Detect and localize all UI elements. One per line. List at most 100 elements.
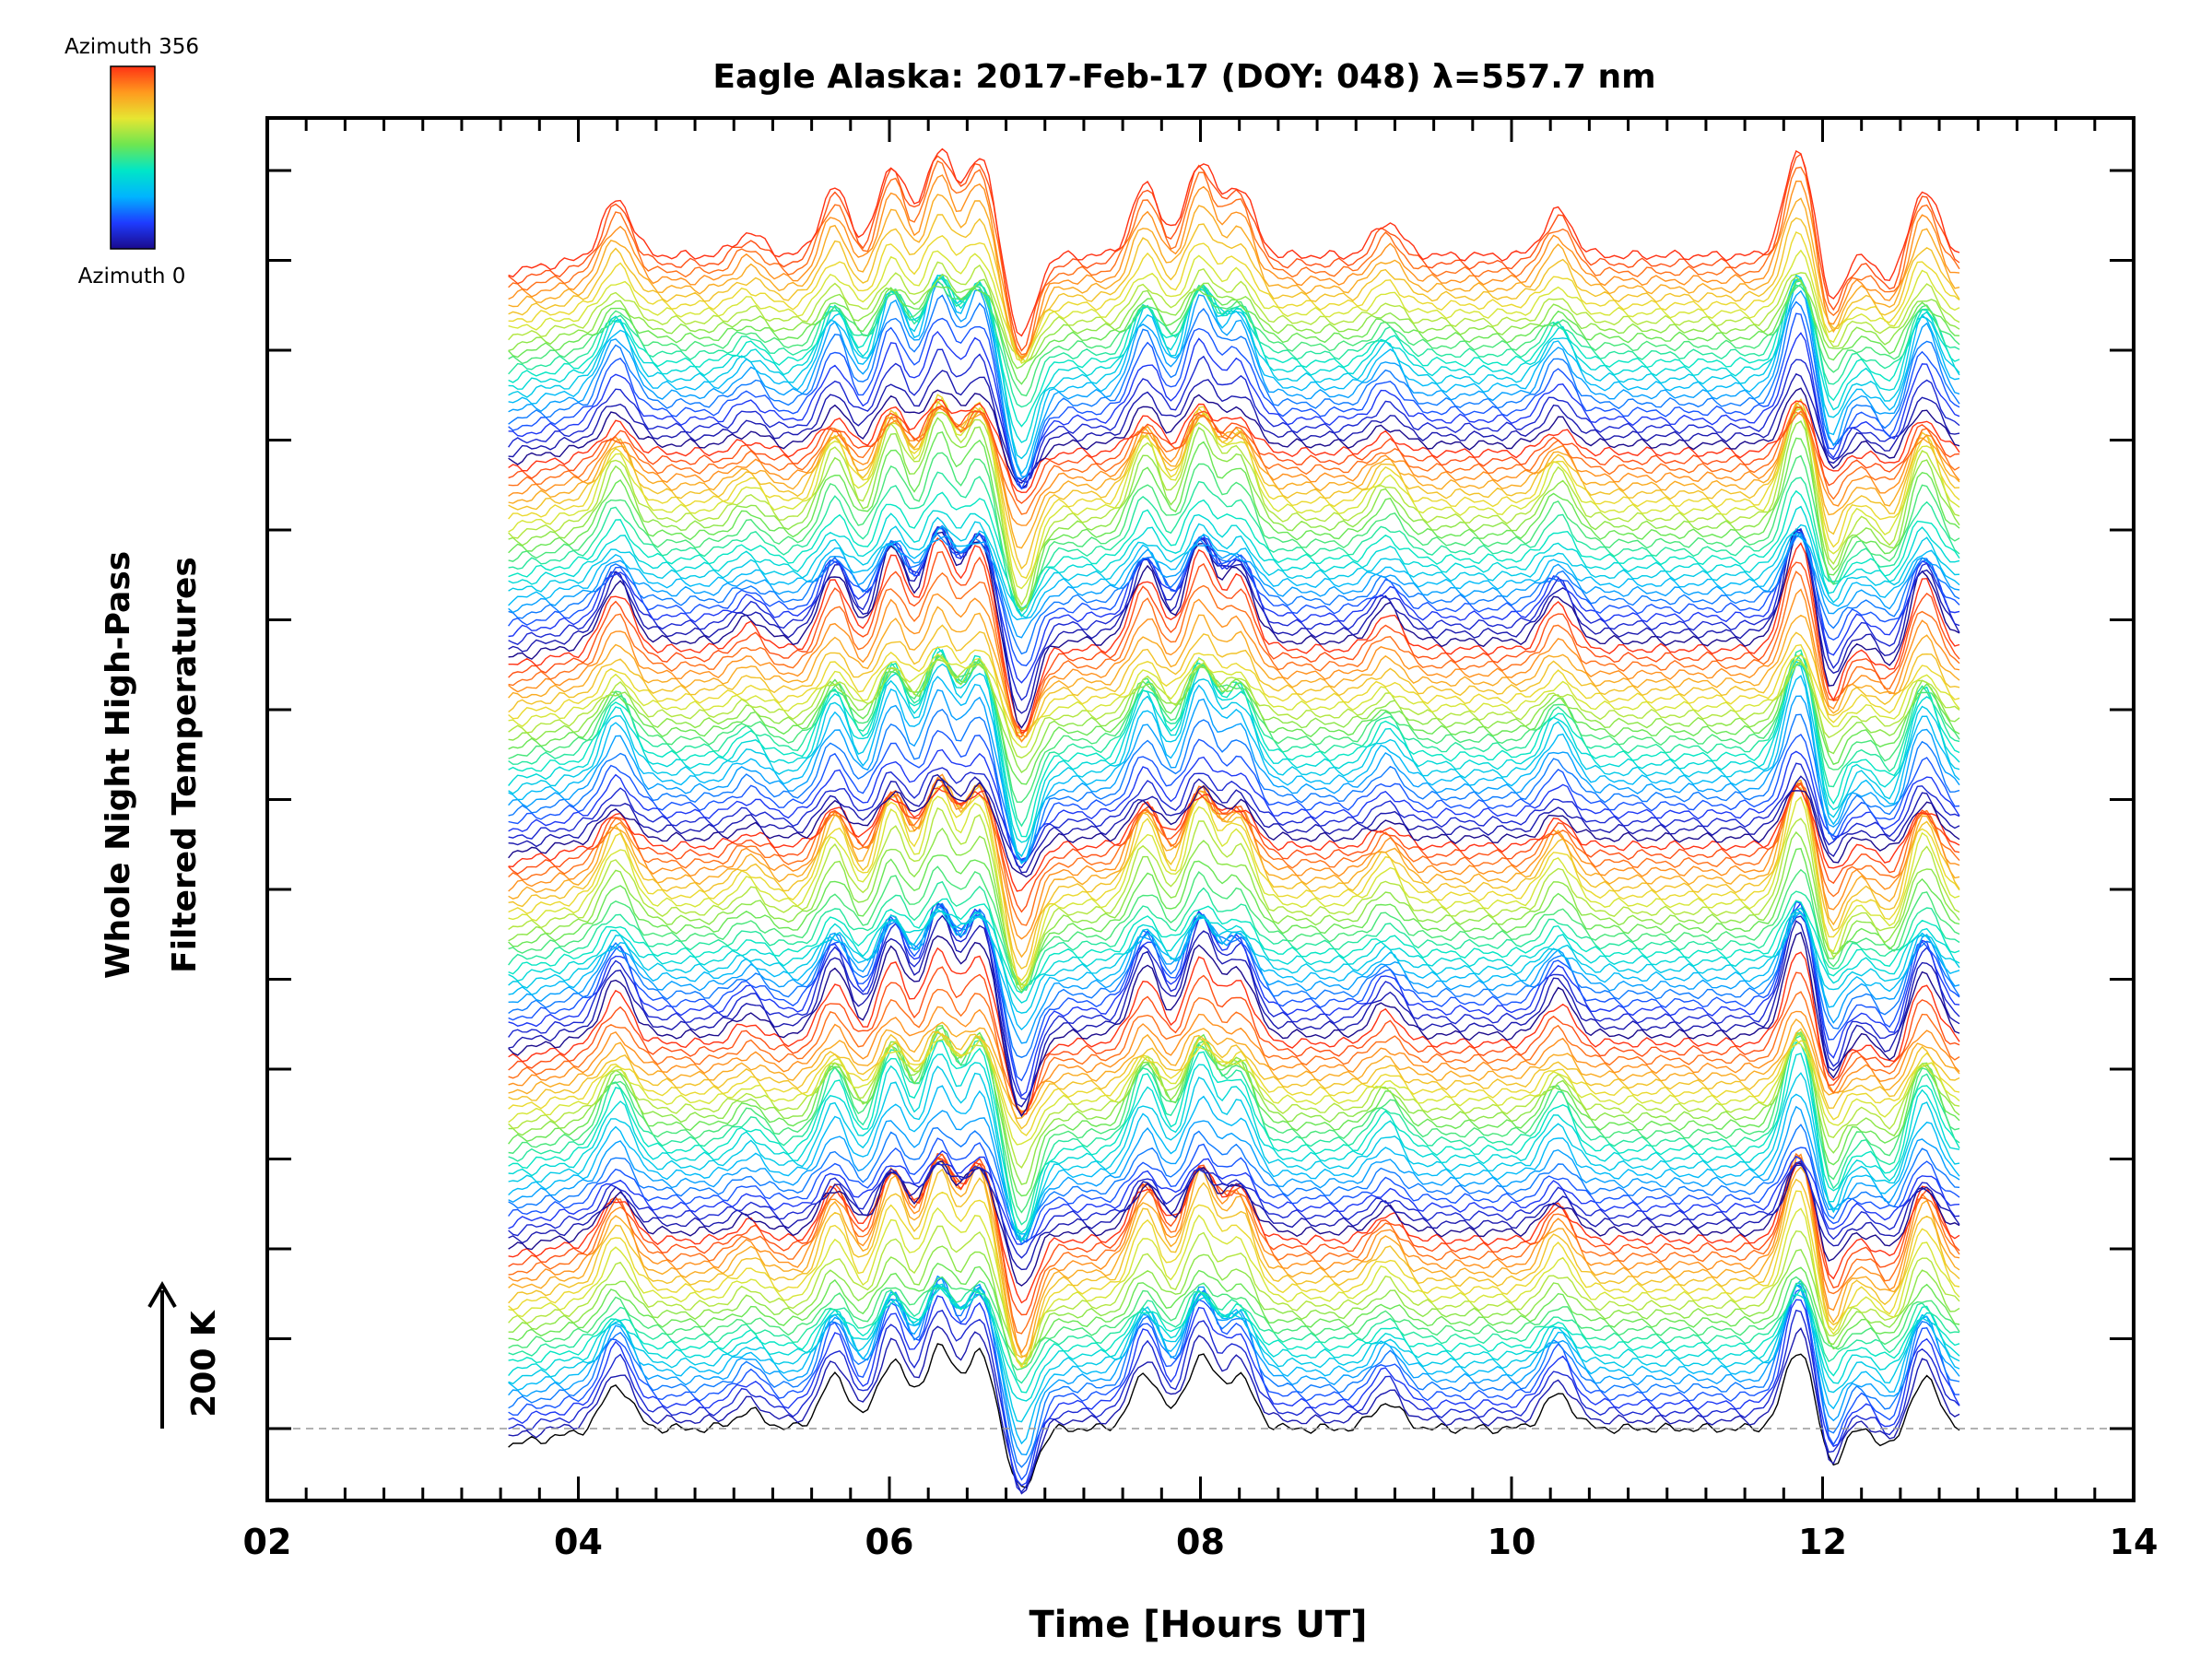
series-line [508, 1027, 1960, 1214]
series-line [508, 417, 1960, 610]
series-line [508, 471, 1960, 609]
series-line [508, 729, 1960, 862]
series-line [508, 430, 1960, 611]
series-line [508, 1159, 1960, 1287]
series-line [508, 406, 1960, 526]
series-line [508, 194, 1960, 360]
series-line [508, 966, 1960, 1114]
series-line [508, 398, 1960, 494]
series-line [508, 1287, 1960, 1481]
series-line [508, 931, 1960, 1118]
series-line [508, 1085, 1960, 1235]
series-line [508, 1065, 1960, 1241]
series-line [508, 1160, 1960, 1259]
series-line [508, 1283, 1960, 1402]
series-line [508, 1030, 1960, 1136]
series-line [508, 330, 1960, 489]
series-line [508, 1006, 1960, 1112]
series-line [508, 1284, 1960, 1394]
series-line [508, 1028, 1960, 1130]
series-line [508, 396, 1960, 590]
series-line [508, 312, 1960, 490]
series-line [508, 551, 1960, 732]
series-line [508, 795, 1960, 990]
series-line [508, 370, 1960, 484]
series-line [508, 827, 1960, 985]
series-line [508, 649, 1960, 828]
series-line [508, 1168, 1960, 1359]
series-line [508, 279, 1960, 397]
series-line [508, 675, 1960, 865]
series-line [508, 653, 1960, 748]
series-line [508, 777, 1960, 959]
series-line [508, 784, 1960, 982]
series-line [508, 571, 1960, 738]
series-line [508, 1033, 1960, 1170]
series-line [508, 536, 1960, 735]
series-line [508, 1206, 1960, 1369]
y-axis-label-line1: Whole Night High-Pass [100, 551, 137, 979]
series-line [508, 880, 1960, 987]
series-line [508, 1153, 1960, 1354]
series-line [508, 1156, 1960, 1358]
series-line [508, 159, 1960, 356]
series-line [508, 649, 1960, 843]
series-line [508, 905, 1960, 1044]
x-tick-label: 14 [2110, 1522, 2159, 1562]
series-line [508, 773, 1960, 874]
series-line [508, 1279, 1960, 1445]
series-line [508, 525, 1960, 621]
series-line [508, 452, 1960, 613]
series-line [508, 1282, 1960, 1384]
series-line [508, 1276, 1960, 1468]
x-tick-label: 04 [554, 1522, 603, 1562]
series-line [508, 1276, 1960, 1371]
colorbar-ramp [110, 65, 156, 250]
x-tick-label: 08 [1176, 1522, 1225, 1562]
series-line [508, 261, 1960, 363]
series-line [508, 230, 1960, 362]
series-line [508, 947, 1960, 1116]
series-line [508, 907, 1960, 1004]
series-line [508, 910, 1960, 1031]
series-line [508, 898, 1960, 994]
series-line [508, 1149, 1960, 1245]
series-line [508, 406, 1960, 515]
series-line [508, 748, 1960, 861]
series-line [508, 779, 1960, 878]
series-line [508, 847, 1960, 994]
series-line [508, 505, 1960, 618]
x-tick-label: 02 [243, 1522, 292, 1562]
series-line [508, 1325, 1960, 1495]
series-line [508, 405, 1960, 504]
scale-bar-label: 200 K [185, 1310, 223, 1418]
series-line [508, 659, 1960, 773]
series-line [508, 773, 1960, 940]
series-line [508, 865, 1960, 991]
y-axis-label-line2: Filtered Temperatures [166, 557, 204, 973]
series-line [508, 1284, 1960, 1423]
series-line [508, 1295, 1960, 1487]
colorbar: Azimuth 356 Azimuth 0 [65, 35, 199, 288]
series-line [508, 401, 1960, 549]
series-line [508, 657, 1960, 759]
x-tick-label: 12 [1798, 1522, 1847, 1562]
series-line [508, 516, 1960, 619]
x-axis-label: Time [Hours UT] [1030, 1604, 1368, 1646]
series-line [508, 902, 1960, 1058]
series-line [508, 708, 1960, 864]
series-line [508, 1137, 1960, 1243]
series-line [508, 762, 1960, 869]
series-line [508, 1031, 1960, 1226]
series-line [508, 778, 1960, 970]
series-line [508, 784, 1960, 892]
series-line [508, 1040, 1960, 1234]
series-line [508, 1245, 1960, 1366]
x-tick-label: 10 [1488, 1522, 1536, 1562]
series-line [508, 274, 1960, 443]
series-line [508, 1309, 1960, 1493]
colorbar-bottom-label: Azimuth 0 [78, 265, 186, 288]
series-line [508, 280, 1960, 477]
scale-bar-arrow-head [147, 1281, 177, 1309]
series-line [508, 588, 1960, 743]
